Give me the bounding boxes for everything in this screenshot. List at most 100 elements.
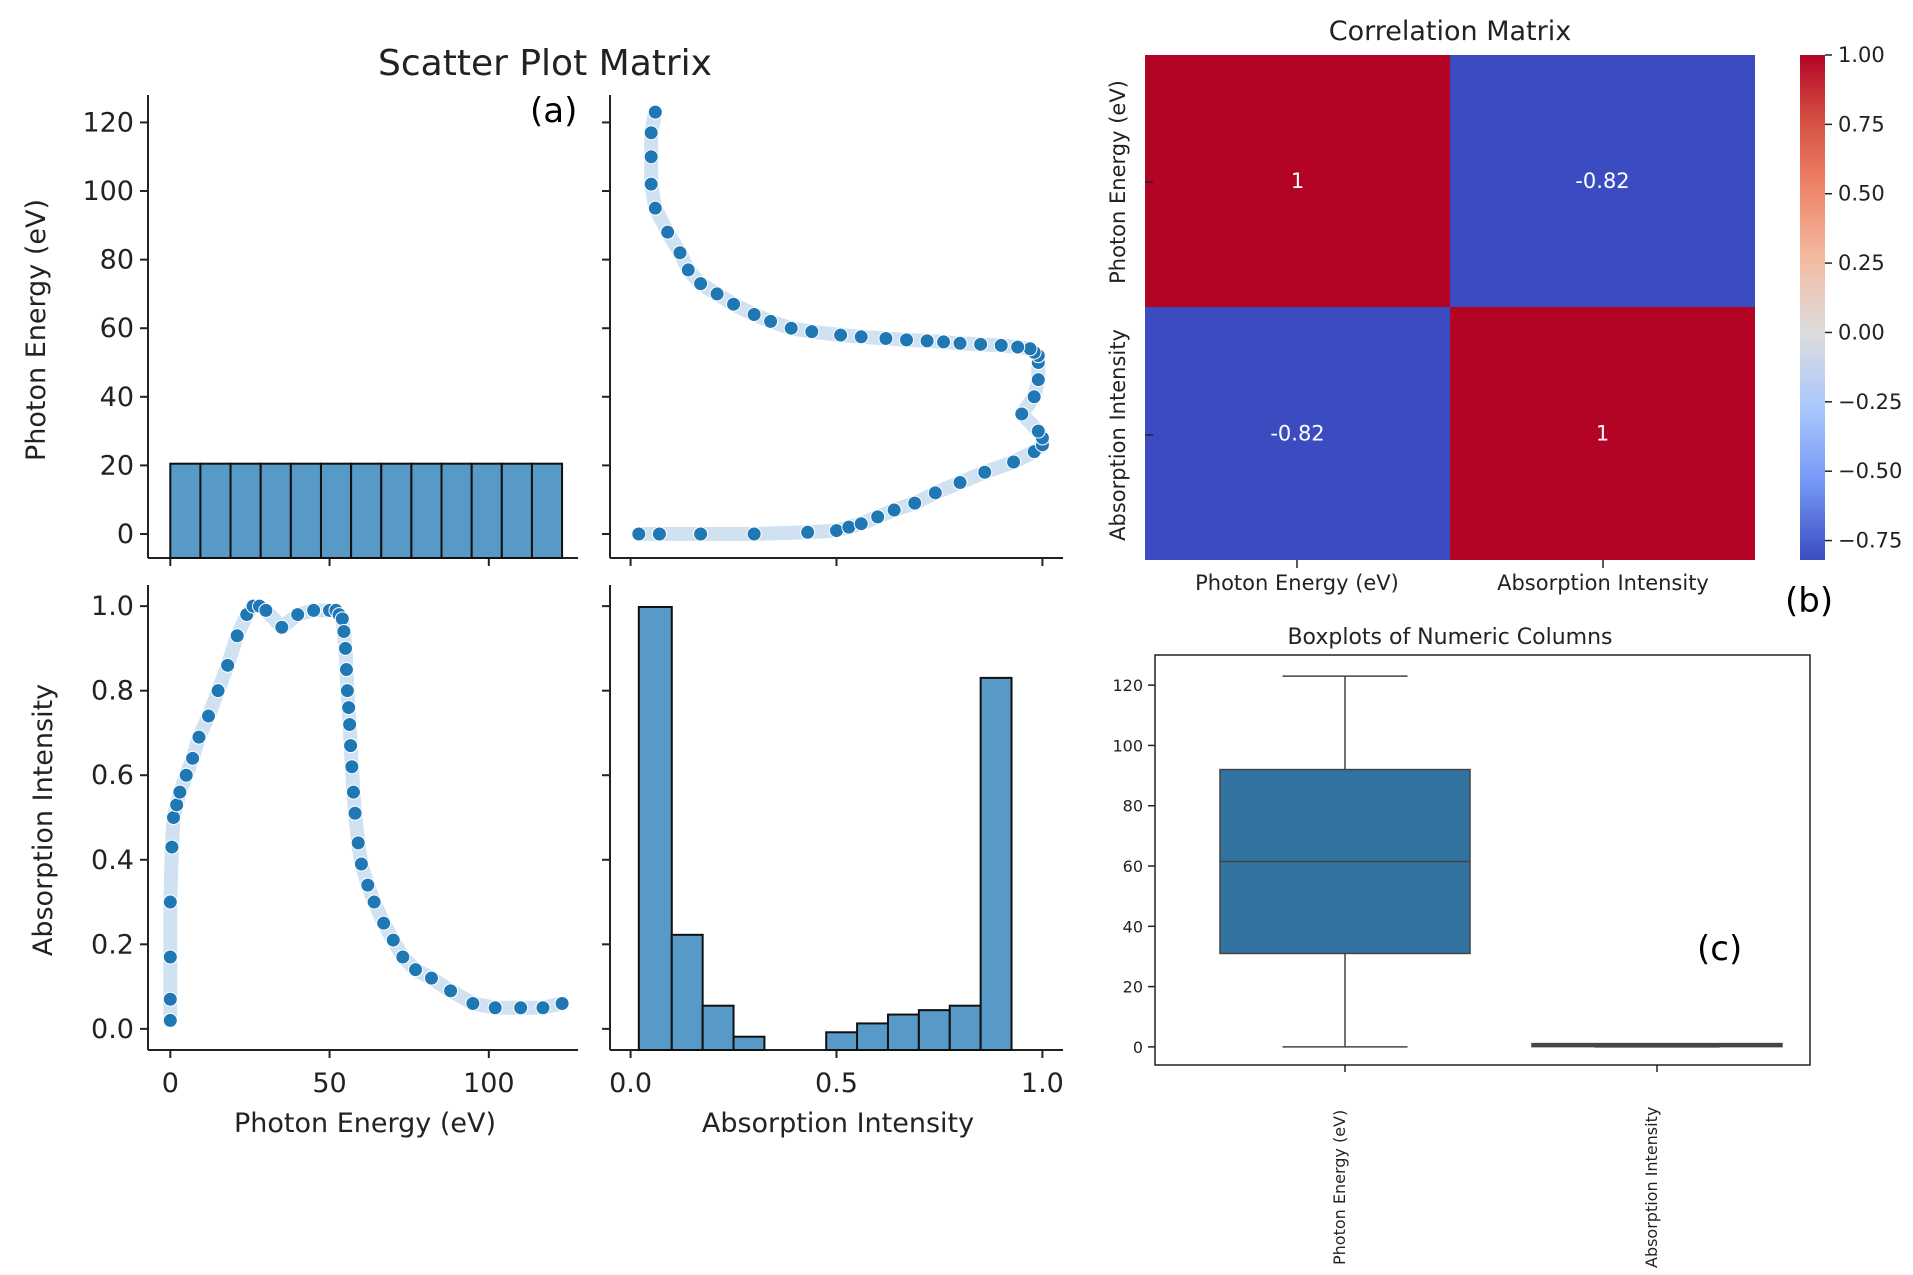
boxplot-ytick-label: 120 bbox=[1112, 676, 1143, 695]
x-tick-label: 50 bbox=[312, 1068, 346, 1099]
y-tick-label: 80 bbox=[100, 245, 134, 276]
boxplot-ytick-label: 40 bbox=[1123, 917, 1143, 936]
y-tick-label: 0.6 bbox=[91, 760, 134, 791]
scatter-point bbox=[334, 611, 350, 627]
scatter-point bbox=[347, 805, 363, 821]
scatter-point bbox=[337, 640, 353, 656]
scatter-point bbox=[172, 784, 188, 800]
scatter-point bbox=[342, 717, 358, 732]
scatter-point bbox=[919, 333, 935, 349]
y-tick-label: 0.4 bbox=[91, 845, 134, 876]
pe-histogram-bar bbox=[500, 462, 533, 559]
scatter-point bbox=[554, 996, 570, 1011]
scatter-point bbox=[366, 894, 382, 910]
scatter-point bbox=[709, 286, 725, 302]
scatter-point bbox=[191, 729, 207, 745]
scatter-point bbox=[220, 657, 236, 673]
heatmap-cell bbox=[1145, 307, 1450, 560]
boxplot-title: Boxplots of Numeric Columns bbox=[1287, 625, 1612, 650]
ai-histogram-bar bbox=[825, 1031, 859, 1052]
scatter-point bbox=[660, 224, 676, 240]
scatter-point bbox=[345, 784, 361, 800]
scatter-point bbox=[680, 262, 696, 278]
heatmap-cell-value: 1 bbox=[1596, 422, 1609, 446]
scatter-point bbox=[952, 475, 968, 491]
scatter-point bbox=[344, 759, 360, 775]
scatter-point bbox=[376, 915, 392, 931]
heatmap-cell-value: -0.82 bbox=[1270, 422, 1324, 446]
scatter-point bbox=[800, 524, 816, 540]
scatter-point bbox=[465, 996, 481, 1011]
scatter-point bbox=[339, 683, 355, 699]
scatter-point bbox=[360, 877, 376, 893]
scatter-point bbox=[487, 1000, 503, 1016]
heatmap-cell-value: 1 bbox=[1291, 169, 1304, 193]
scatter-point bbox=[169, 797, 185, 813]
pe-histogram-bar bbox=[199, 462, 232, 559]
scatter-point bbox=[927, 485, 943, 501]
y-tick-label: 0.0 bbox=[91, 1014, 134, 1045]
scatter-point bbox=[164, 839, 180, 855]
scatter-point bbox=[185, 750, 201, 766]
boxplot-marks bbox=[1219, 675, 1783, 1072]
scatter-point bbox=[726, 296, 742, 312]
heatmap-ylabel-photon-energy: Photon Energy (eV) bbox=[1106, 80, 1130, 284]
scatter-point bbox=[1014, 406, 1030, 422]
pe-histogram-bar bbox=[410, 462, 443, 559]
ai-histogram-bar bbox=[979, 676, 1013, 1051]
colorbar-tick-label: −0.25 bbox=[1838, 390, 1902, 414]
scatter-point bbox=[993, 337, 1009, 353]
scatter-point bbox=[162, 1012, 178, 1028]
ai-histogram-bar bbox=[856, 1022, 889, 1051]
heatmap-cell-value: -0.82 bbox=[1575, 169, 1629, 193]
scatter-point bbox=[1030, 372, 1046, 388]
y-tick-label: 1.0 bbox=[91, 591, 134, 622]
scatter-point bbox=[395, 949, 411, 965]
pe-histogram-bar bbox=[350, 462, 383, 559]
scatter-point bbox=[162, 949, 178, 965]
ai-histogram-bar bbox=[670, 933, 704, 1052]
scatter-point bbox=[443, 983, 459, 999]
scatter-point bbox=[385, 932, 401, 948]
scatter-matrix-panel: Scatter Plot Matrix (a) Photon Energy (e… bbox=[21, 43, 1064, 1139]
pe-histogram-bar bbox=[470, 462, 503, 559]
colorbar-ticks: 1.00 0.75 0.50 0.25 0.00 −0.25 −0.50 −0.75 bbox=[1825, 43, 1902, 553]
boxplot-frame bbox=[1154, 654, 1811, 1066]
absorption-histogram-subplot bbox=[602, 585, 1063, 1058]
panel-a-label: (a) bbox=[530, 91, 577, 131]
heatmap-cell bbox=[1450, 55, 1755, 307]
panel-c-label: (c) bbox=[1697, 929, 1742, 969]
boxplot-panel: Boxplots of Numeric Columns 0 20 40 60 80 100… bbox=[1112, 625, 1811, 1268]
scatter-point bbox=[829, 523, 844, 539]
pe-histogram-subplot bbox=[140, 95, 578, 566]
scatter-point bbox=[201, 708, 217, 724]
heatmap-title: Correlation Matrix bbox=[1329, 16, 1571, 47]
scatter-point bbox=[973, 336, 989, 352]
scatter-point bbox=[833, 327, 849, 343]
y-tick-label: 100 bbox=[82, 176, 134, 207]
x-tick-label: 0.5 bbox=[815, 1068, 858, 1099]
scatter-point bbox=[336, 624, 352, 639]
scatter-point bbox=[535, 1000, 551, 1016]
scatter-point bbox=[258, 602, 274, 618]
pe-histogram-bar bbox=[440, 462, 473, 559]
pe-histogram-bar bbox=[319, 462, 353, 559]
x-tick-label: 1.0 bbox=[1021, 1068, 1064, 1099]
scatter-matrix-title: Scatter Plot Matrix bbox=[378, 43, 712, 84]
scatter-point bbox=[763, 313, 779, 329]
absorption-vs-pe-scatter bbox=[140, 585, 578, 1058]
scatter-point bbox=[274, 619, 290, 635]
scatter-point bbox=[1006, 454, 1022, 470]
scatter-point bbox=[899, 332, 915, 348]
scatter-point bbox=[693, 276, 709, 292]
pe-xtick-labels: 0 50 100 bbox=[162, 1068, 515, 1099]
scatter-point bbox=[408, 962, 424, 978]
colorbar bbox=[1800, 55, 1825, 560]
ai-histogram-bar bbox=[637, 606, 673, 1051]
x-tick-label: 0.0 bbox=[609, 1068, 652, 1099]
scatter-point bbox=[647, 200, 663, 216]
y-tick-label: 120 bbox=[82, 107, 134, 138]
scatter-point bbox=[907, 495, 923, 511]
correlation-heatmap-panel: Correlation Matrix 1 -0.82 -0.82 1 Photon E… bbox=[1106, 16, 1902, 621]
scatter-point bbox=[746, 306, 762, 322]
